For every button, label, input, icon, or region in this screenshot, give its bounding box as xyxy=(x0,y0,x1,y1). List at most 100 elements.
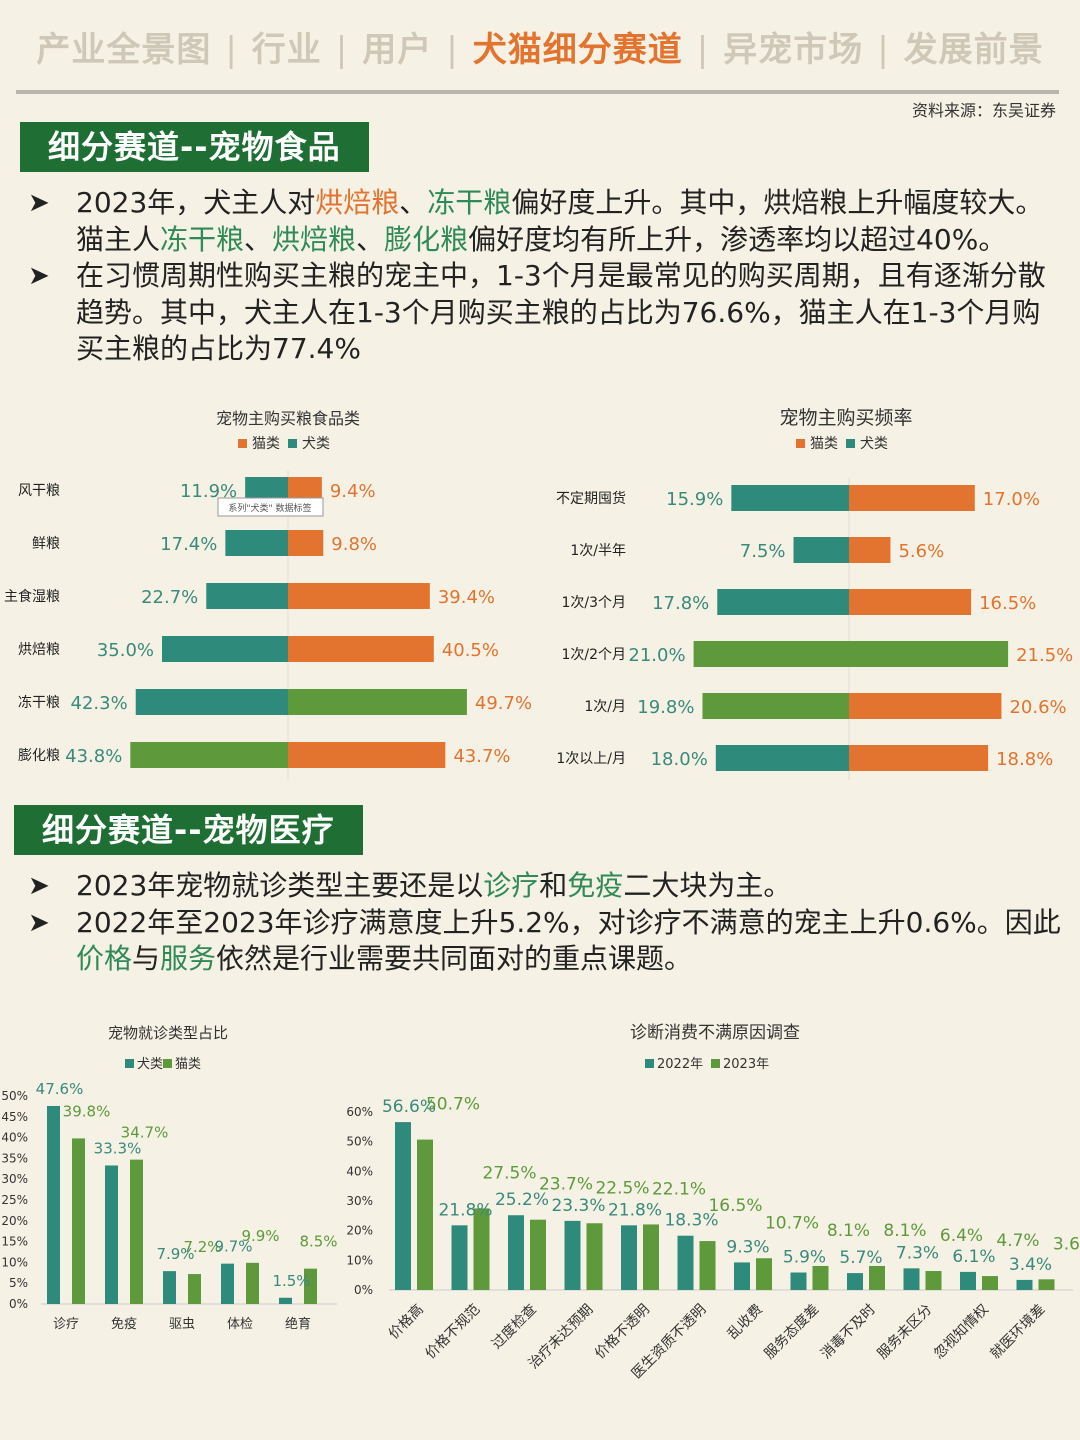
legend-swatch xyxy=(645,1059,654,1068)
nav-item[interactable]: 发展前景 xyxy=(903,30,1044,70)
bullet-text: 2022年至2023年诊疗满意度上升5.2%，对诊疗不满意的宠主上升0.6%。因… xyxy=(76,905,1068,978)
nav-item[interactable]: 产业全景图 xyxy=(36,30,212,70)
data-label: 6.1% xyxy=(952,1247,995,1267)
bar-series-1 xyxy=(621,1225,637,1290)
category-label: 冻干粮 xyxy=(18,694,60,711)
data-label-right: 17.0% xyxy=(983,489,1040,510)
legend-label: 犬类 xyxy=(302,436,330,452)
data-label: 21.8% xyxy=(438,1200,492,1220)
bar-series-2 xyxy=(756,1258,772,1290)
data-label: 8.1% xyxy=(827,1221,870,1241)
bar-series-2 xyxy=(473,1208,490,1290)
bar-series-1 xyxy=(105,1165,118,1304)
category-label: 绝育 xyxy=(285,1316,311,1332)
nav-item[interactable]: 异宠市场 xyxy=(723,30,864,70)
y-tick-label: 10% xyxy=(1,1255,28,1269)
highlight-text: 膨化粮 xyxy=(384,222,469,256)
bar-series-1 xyxy=(960,1271,976,1290)
bar-series-2 xyxy=(417,1139,433,1290)
bullet-text-run: 2022年至2023年诊疗满意度上升5.2%，对诊疗不满意的宠主上升0.6%。因… xyxy=(76,905,1061,939)
bar-left xyxy=(135,689,288,715)
legend-label: 犬类 xyxy=(137,1057,163,1072)
data-label: 7.3% xyxy=(896,1243,939,1263)
category-label: 过度检查 xyxy=(489,1302,540,1353)
category-label: 忽视知情权 xyxy=(930,1301,992,1363)
data-label: 3.4% xyxy=(1009,1255,1052,1275)
data-label-right: 5.6% xyxy=(898,541,944,562)
bar-right xyxy=(288,636,434,662)
data-label-right: 16.5% xyxy=(979,593,1036,614)
bar-right xyxy=(288,689,467,715)
category-label: 驱虫 xyxy=(169,1317,195,1332)
category-label: 乱收费 xyxy=(725,1302,766,1343)
data-label: 8.1% xyxy=(883,1221,926,1241)
bar-series-1 xyxy=(47,1105,60,1304)
arrowhead-bullet-icon: ➤ xyxy=(28,261,50,291)
data-label: 5.7% xyxy=(839,1248,882,1268)
bullet-text-run: 偏好度均有所上升，渗透率均以超过40%。 xyxy=(468,222,1007,256)
medical-bullet-list: ➤ 2023年宠物就诊类型主要还是以诊疗和免疫二大块为主。 ➤ 2022年至2023年… xyxy=(28,868,1068,978)
bar-left xyxy=(731,485,849,511)
nav-separator: | xyxy=(696,30,710,70)
bar-series-2 xyxy=(188,1274,201,1304)
category-label: 膨化粮 xyxy=(18,747,60,764)
nav-item[interactable]: 犬猫细分赛道 xyxy=(472,30,683,70)
bar-series-1 xyxy=(903,1268,920,1290)
category-label: 不定期囤货 xyxy=(556,490,626,507)
bar-right xyxy=(849,745,989,771)
bar-series-2 xyxy=(586,1223,603,1290)
bar-series-1 xyxy=(677,1235,694,1290)
legend-swatch xyxy=(238,439,247,448)
category-label: 主食湿粮 xyxy=(4,588,60,605)
bar-right xyxy=(849,693,1002,719)
legend-label: 2023年 xyxy=(723,1057,769,1072)
bullet-text: 2023年宠物就诊类型主要还是以诊疗和免疫二大块为主。 xyxy=(76,868,791,905)
dissatisfaction-chart: 诊断消费不满原因调查 2022年 2023年 0% 10% 20% 30% 40% 50% 60%… xyxy=(346,1023,1080,1382)
bullet-text-run: 与 xyxy=(132,942,161,975)
data-label-left: 42.3% xyxy=(71,693,128,714)
chart-title: 宠物就诊类型占比 xyxy=(108,1024,228,1042)
annotation-frame xyxy=(217,497,324,517)
bar-series-2 xyxy=(982,1276,998,1290)
data-label: 23.7% xyxy=(539,1175,593,1195)
data-label-left: 17.8% xyxy=(652,593,709,614)
highlight-text: 免疫 xyxy=(567,869,624,902)
data-label: 5.9% xyxy=(783,1247,826,1267)
bar-left xyxy=(693,641,849,667)
chart-title: 宠物主购买粮食品类 xyxy=(216,409,360,428)
y-tick-label: 25% xyxy=(1,1193,28,1207)
highlight-text: 冻干粮 xyxy=(427,186,512,219)
bar-left xyxy=(702,693,849,719)
category-label: 价格不规范 xyxy=(422,1301,484,1363)
legend-swatch xyxy=(796,439,805,448)
data-label: 1.5% xyxy=(272,1272,310,1290)
category-label: 1次以上/月 xyxy=(556,751,626,767)
category-label: 1次/3个月 xyxy=(561,595,626,611)
data-label-right: 21.5% xyxy=(1016,645,1073,666)
bar-series-2 xyxy=(304,1268,317,1304)
nav-item[interactable]: 行业 xyxy=(251,30,322,70)
bar-series-2 xyxy=(699,1241,716,1290)
data-label: 3.6% xyxy=(1053,1234,1080,1254)
annotation-text: 系列"犬类" 数据标签 xyxy=(228,502,311,514)
y-tick-label: 10% xyxy=(346,1253,373,1267)
nav-item[interactable]: 用户 xyxy=(362,30,433,70)
category-label: 诊疗 xyxy=(53,1317,79,1332)
highlight-text: 服务 xyxy=(160,942,217,975)
bullet-text-run: 偏好度上升。其中，烘焙粮上升幅度较大。猫主人 xyxy=(76,186,1044,256)
arrowhead-bullet-icon: ➤ xyxy=(28,871,50,901)
category-label: 烘焙粮 xyxy=(18,642,60,658)
data-label: 23.3% xyxy=(551,1196,605,1216)
data-label: 7.9% xyxy=(156,1245,194,1263)
data-label: 34.7% xyxy=(121,1124,169,1142)
bar-series-2 xyxy=(246,1262,259,1304)
category-label: 风干粮 xyxy=(18,483,60,499)
bar-series-1 xyxy=(451,1225,468,1290)
y-tick-label: 50% xyxy=(346,1135,373,1149)
annotation-box: 系列"犬类" 数据标签 xyxy=(217,497,324,517)
data-label-left: 7.5% xyxy=(740,541,786,562)
category-label: 1次/2个月 xyxy=(561,647,626,663)
data-label: 22.5% xyxy=(595,1178,649,1198)
bar-left xyxy=(717,589,849,615)
